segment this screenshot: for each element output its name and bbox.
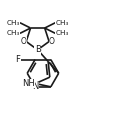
Text: CH₃: CH₃ bbox=[55, 30, 69, 36]
Text: N: N bbox=[32, 82, 38, 91]
Text: NH: NH bbox=[22, 79, 35, 88]
Text: B: B bbox=[35, 45, 41, 54]
Text: CH₃: CH₃ bbox=[55, 20, 69, 26]
Text: O: O bbox=[49, 37, 55, 46]
Text: CH₃: CH₃ bbox=[7, 20, 20, 26]
Text: F: F bbox=[15, 55, 20, 64]
Text: CH₃: CH₃ bbox=[7, 30, 20, 36]
Text: O: O bbox=[20, 37, 26, 46]
